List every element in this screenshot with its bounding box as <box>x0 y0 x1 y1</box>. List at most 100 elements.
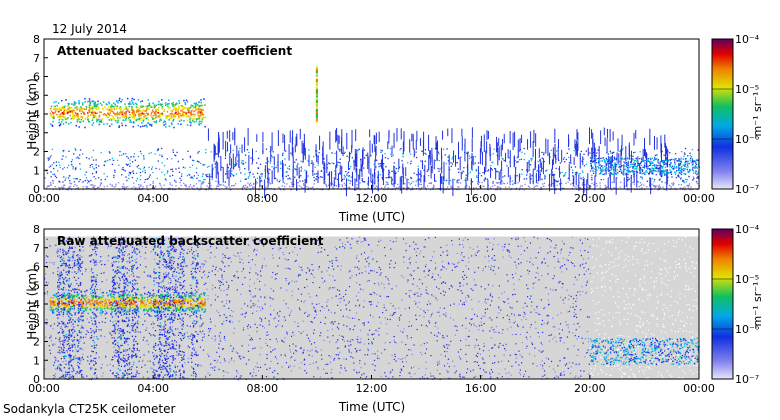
heatmap-cell <box>166 158 168 160</box>
heatmap-cell <box>187 345 189 347</box>
heatmap-cell <box>196 105 198 108</box>
heatmap-cell <box>110 107 112 109</box>
heatmap-cell <box>561 265 563 267</box>
heatmap-cell <box>59 181 61 183</box>
heatmap-cell <box>371 303 373 305</box>
heatmap-cell <box>675 167 677 169</box>
heatmap-cell <box>526 345 528 347</box>
heatmap-cell <box>109 152 111 154</box>
heatmap-cell <box>442 336 444 339</box>
heatmap-cell <box>253 176 255 178</box>
heatmap-cell <box>594 365 596 367</box>
heatmap-cell <box>146 126 148 128</box>
heatmap-cell <box>207 295 209 297</box>
heatmap-cell <box>146 117 149 119</box>
heatmap-cell <box>609 175 611 177</box>
heatmap-cell <box>52 117 55 119</box>
heatmap-cell <box>506 314 508 316</box>
heatmap-cell <box>618 296 620 298</box>
heatmap-cell <box>238 357 241 359</box>
heatmap-cell <box>668 316 671 318</box>
heatmap-cell <box>54 373 57 375</box>
heatmap-cell <box>141 105 143 107</box>
heatmap-cell <box>164 115 167 117</box>
heatmap-cell <box>315 97 318 100</box>
heatmap-cell <box>596 157 598 160</box>
heatmap-cell <box>601 277 603 279</box>
heatmap-cell <box>250 184 253 186</box>
heatmap-cell <box>86 107 88 109</box>
heatmap-cell <box>618 306 620 309</box>
heatmap-cell <box>111 115 113 117</box>
heatmap-cell <box>257 157 260 159</box>
heatmap-cell <box>371 341 373 343</box>
heatmap-cell <box>357 341 359 343</box>
heatmap-cell <box>421 187 423 189</box>
heatmap-cell <box>502 176 504 178</box>
heatmap-cell <box>106 123 108 125</box>
heatmap-cell <box>632 181 634 184</box>
heatmap-cell <box>658 167 660 169</box>
heatmap-cell <box>98 111 101 113</box>
heatmap-cell <box>680 158 682 161</box>
heatmap-cell <box>84 117 86 120</box>
heatmap-cell <box>675 266 677 268</box>
heatmap-cell <box>579 239 582 241</box>
heatmap-cell <box>342 296 345 298</box>
heatmap-cell <box>175 344 178 346</box>
heatmap-cell <box>92 302 94 304</box>
heatmap-cell <box>514 293 516 295</box>
heatmap-cell <box>91 107 94 109</box>
heatmap-cell <box>589 185 592 188</box>
heatmap-cell <box>179 256 181 258</box>
heatmap-cell <box>82 240 84 242</box>
heatmap-cell <box>412 180 414 183</box>
heatmap-cell <box>98 296 100 298</box>
heatmap-cell <box>294 243 296 245</box>
heatmap-cell <box>372 291 374 293</box>
heatmap-cell <box>156 148 159 151</box>
heatmap-cell <box>687 186 689 188</box>
heatmap-cell <box>189 155 192 157</box>
heatmap-cell <box>159 118 161 121</box>
heatmap-cell <box>228 284 230 287</box>
heatmap-cell <box>608 263 610 266</box>
heatmap-cell <box>684 168 686 170</box>
heatmap-cell <box>60 113 62 115</box>
heatmap-cell <box>573 150 575 152</box>
heatmap-cell <box>297 322 299 324</box>
heatmap-cell <box>110 307 112 309</box>
heatmap-cell <box>400 358 402 360</box>
heatmap-cell <box>441 260 444 263</box>
heatmap-cell <box>291 290 293 292</box>
heatmap-cell <box>557 258 559 260</box>
heatmap-cell <box>199 180 201 182</box>
heatmap-cell <box>695 181 698 183</box>
heatmap-cell <box>409 296 411 299</box>
heatmap-cell <box>581 184 584 186</box>
heatmap-cell <box>114 114 117 116</box>
heatmap-cell <box>87 180 90 182</box>
heatmap-cell <box>502 249 504 251</box>
heatmap-cell <box>605 162 607 164</box>
heatmap-cell <box>415 318 417 321</box>
heatmap-cell <box>519 369 521 371</box>
heatmap-cell <box>122 113 124 116</box>
heatmap-cell <box>144 110 146 112</box>
heatmap-cell <box>418 301 420 303</box>
heatmap-cell <box>290 188 292 191</box>
heatmap-cell <box>57 255 59 257</box>
heatmap-cell <box>658 172 661 175</box>
heatmap-cell <box>146 186 148 188</box>
heatmap-cell <box>664 173 666 175</box>
heatmap-cell <box>694 167 697 169</box>
heatmap-cell <box>610 374 612 377</box>
heatmap-cell <box>246 325 249 328</box>
heatmap-cell <box>488 355 491 357</box>
heatmap-cell <box>147 119 150 121</box>
heatmap-cell <box>61 113 64 115</box>
heatmap-cell <box>201 175 204 177</box>
heatmap-cell <box>88 109 90 112</box>
heatmap-cell <box>73 110 75 112</box>
heatmap-cell <box>63 184 65 186</box>
